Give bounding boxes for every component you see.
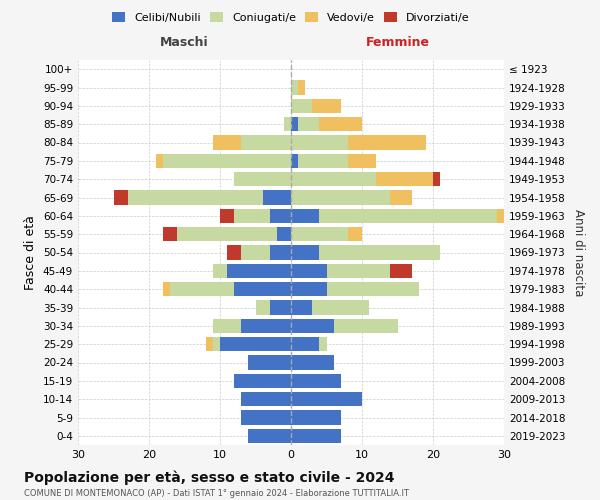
Bar [270, 300, 291, 314]
Bar [284, 117, 291, 132]
Bar [348, 136, 426, 149]
Bar [291, 428, 341, 443]
Bar [326, 282, 419, 296]
Bar [291, 172, 376, 186]
Bar [234, 172, 291, 186]
Text: Maschi: Maschi [160, 36, 209, 49]
Bar [291, 98, 313, 113]
Bar [291, 154, 298, 168]
Bar [206, 337, 213, 351]
Bar [319, 117, 362, 132]
Bar [248, 428, 291, 443]
Bar [291, 117, 298, 132]
Bar [319, 208, 497, 223]
Bar [241, 318, 291, 333]
Bar [256, 300, 270, 314]
Bar [213, 264, 227, 278]
Bar [291, 374, 341, 388]
Bar [319, 246, 440, 260]
Bar [241, 410, 291, 424]
Bar [291, 337, 319, 351]
Bar [326, 264, 391, 278]
Bar [291, 190, 391, 204]
Bar [376, 172, 433, 186]
Bar [234, 374, 291, 388]
Bar [163, 282, 170, 296]
Bar [227, 264, 291, 278]
Bar [156, 154, 163, 168]
Bar [220, 337, 291, 351]
Y-axis label: Anni di nascita: Anni di nascita [572, 209, 585, 296]
Bar [348, 227, 362, 242]
Bar [291, 208, 319, 223]
Text: COMUNE DI MONTEMONACO (AP) - Dati ISTAT 1° gennaio 2024 - Elaborazione TUTTITALI: COMUNE DI MONTEMONACO (AP) - Dati ISTAT … [24, 488, 409, 498]
Bar [291, 264, 326, 278]
Bar [291, 356, 334, 370]
Bar [213, 337, 220, 351]
Bar [170, 282, 234, 296]
Legend: Celibi/Nubili, Coniugati/e, Vedovi/e, Divorziati/e: Celibi/Nubili, Coniugati/e, Vedovi/e, Di… [108, 8, 474, 28]
Bar [298, 80, 305, 94]
Bar [291, 318, 334, 333]
Bar [270, 208, 291, 223]
Bar [213, 318, 241, 333]
Bar [178, 227, 277, 242]
Bar [313, 98, 341, 113]
Bar [319, 337, 326, 351]
Bar [213, 136, 241, 149]
Bar [263, 190, 291, 204]
Bar [291, 80, 298, 94]
Bar [497, 208, 511, 223]
Bar [298, 154, 348, 168]
Bar [277, 227, 291, 242]
Bar [391, 264, 412, 278]
Bar [241, 246, 270, 260]
Bar [227, 246, 241, 260]
Bar [270, 246, 291, 260]
Text: Femmine: Femmine [365, 36, 430, 49]
Bar [128, 190, 263, 204]
Bar [334, 318, 398, 333]
Bar [291, 227, 348, 242]
Bar [220, 208, 234, 223]
Bar [433, 172, 440, 186]
Bar [113, 190, 128, 204]
Bar [291, 246, 319, 260]
Y-axis label: Fasce di età: Fasce di età [25, 215, 37, 290]
Bar [291, 410, 341, 424]
Bar [511, 208, 518, 223]
Bar [291, 300, 313, 314]
Bar [391, 190, 412, 204]
Bar [234, 208, 270, 223]
Bar [291, 136, 348, 149]
Bar [313, 300, 369, 314]
Bar [241, 136, 291, 149]
Text: Popolazione per età, sesso e stato civile - 2024: Popolazione per età, sesso e stato civil… [24, 470, 395, 485]
Bar [163, 227, 178, 242]
Bar [291, 392, 362, 406]
Bar [298, 117, 319, 132]
Bar [241, 392, 291, 406]
Bar [348, 154, 376, 168]
Bar [291, 282, 326, 296]
Bar [163, 154, 291, 168]
Bar [234, 282, 291, 296]
Bar [248, 356, 291, 370]
